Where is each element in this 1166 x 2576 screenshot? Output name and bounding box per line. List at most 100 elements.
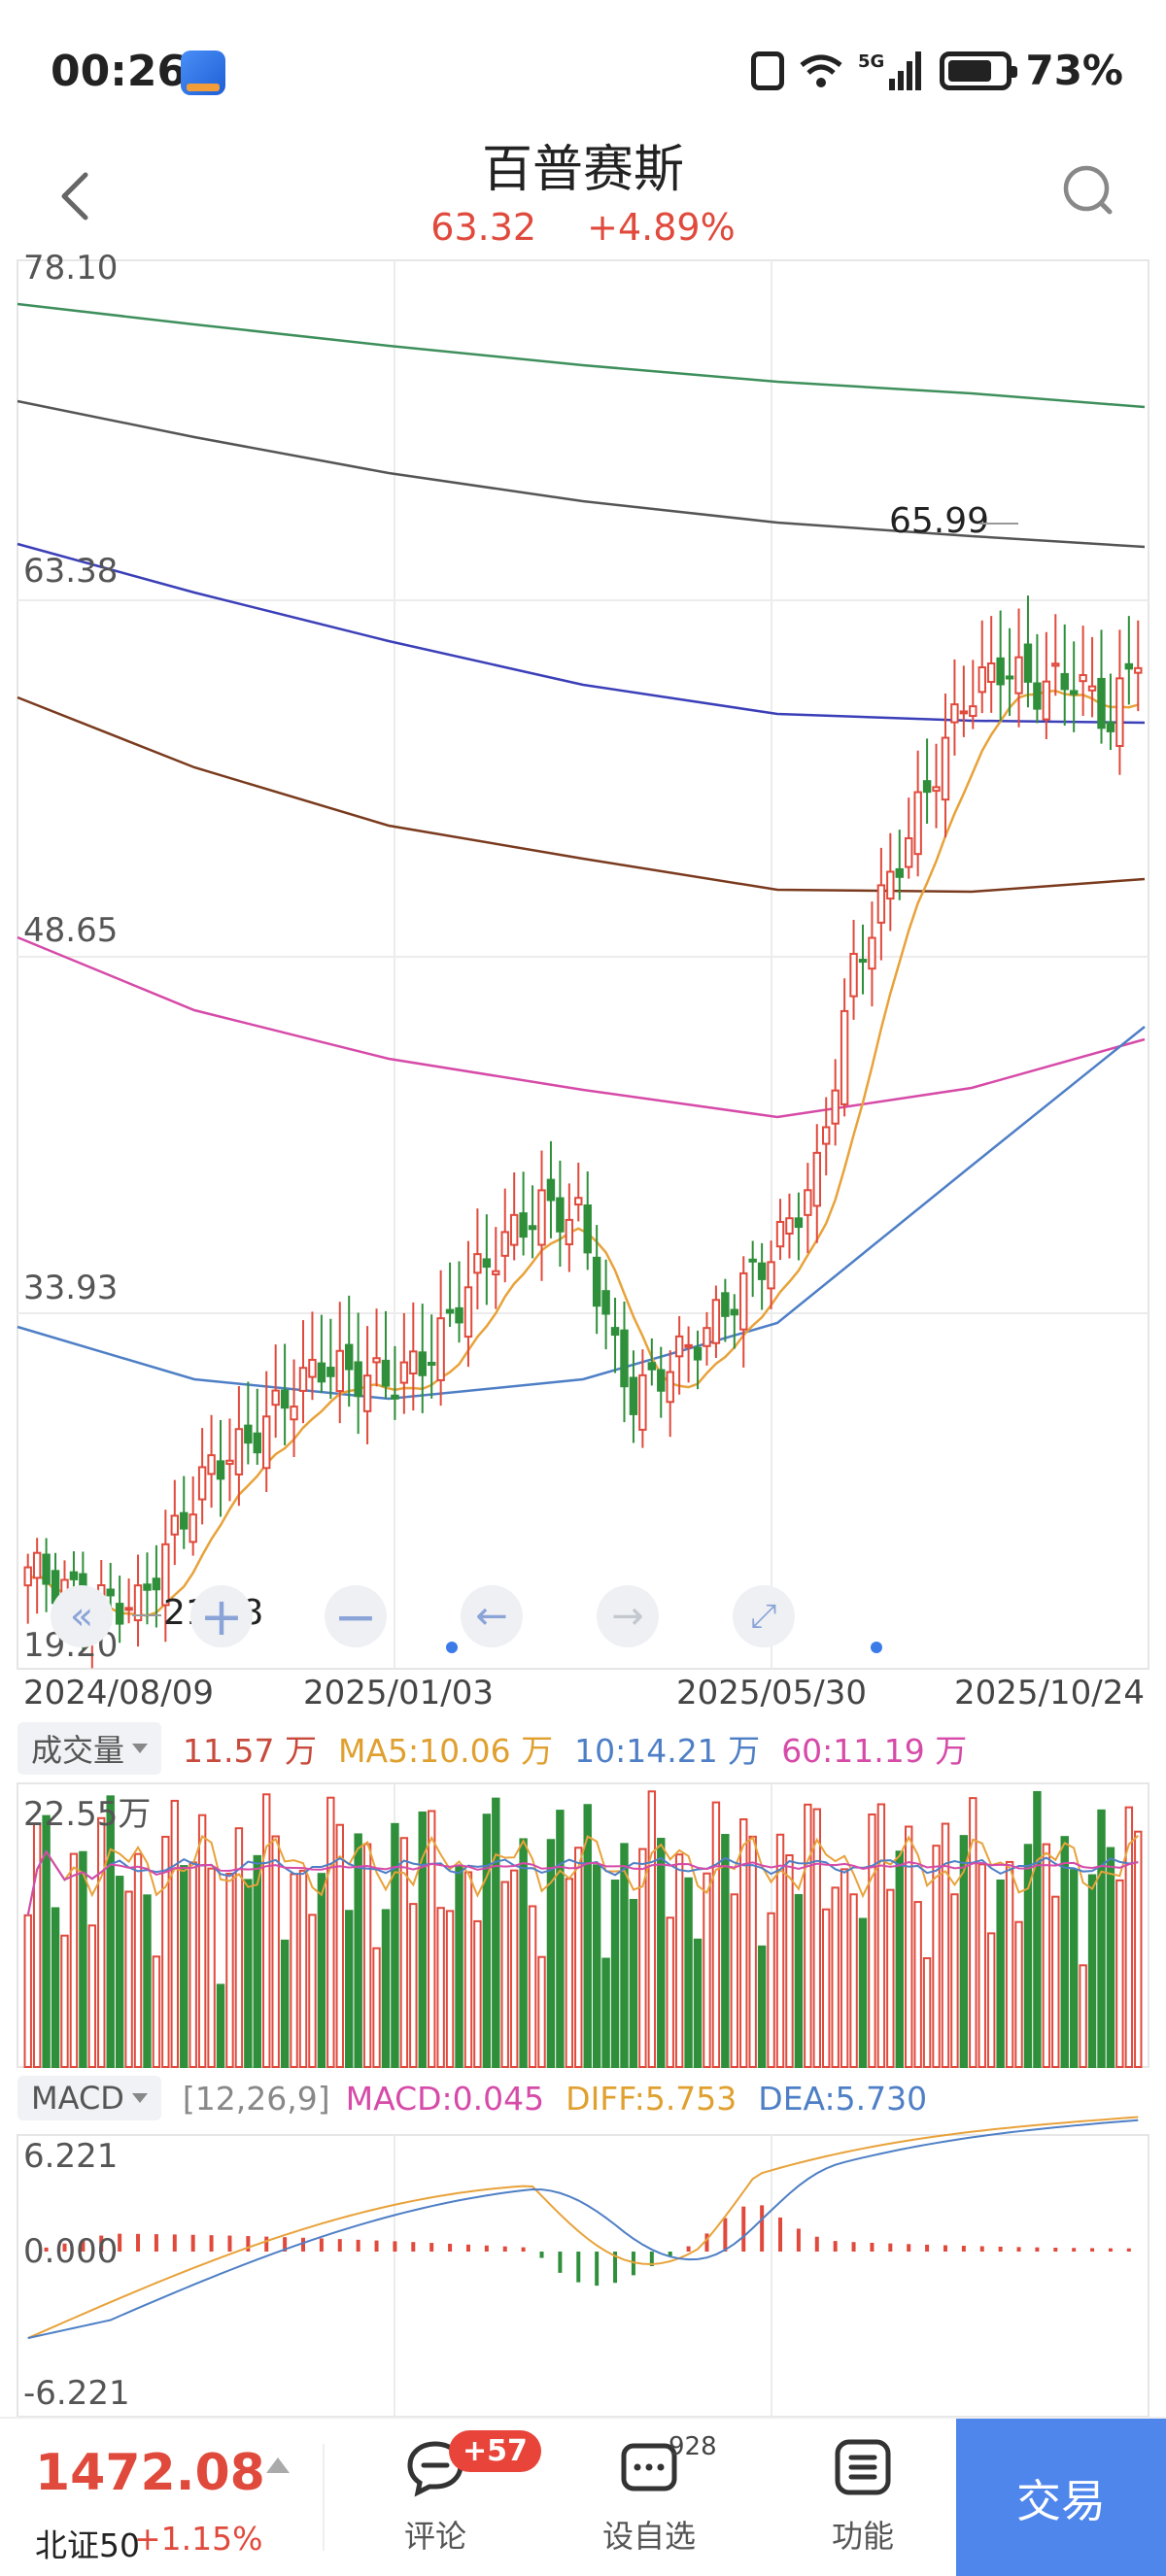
- volume-bar: [445, 1910, 455, 2068]
- candle-body: [244, 1424, 253, 1444]
- comment-badge: +57: [449, 2430, 541, 2472]
- ma-line: [17, 542, 1146, 725]
- volume-bar: [775, 1833, 785, 2069]
- volume-bar: [858, 1917, 868, 2068]
- volume-bar: [290, 1873, 298, 2068]
- search-button[interactable]: [1059, 161, 1117, 220]
- candle-body: [500, 1231, 509, 1257]
- add-watchlist-button[interactable]: 设自选: [581, 2436, 717, 2557]
- volume-ma-line: [26, 1834, 1139, 1915]
- date-axis-label: 2024/08/09: [23, 1674, 214, 1712]
- macd-dea: DEA:5.730: [758, 2079, 928, 2118]
- search-icon: [1063, 165, 1113, 215]
- index-value[interactable]: 1472.08: [35, 2444, 265, 2502]
- candle-body: [840, 1009, 849, 1105]
- candle-body: [216, 1460, 225, 1480]
- candle-body: [767, 1261, 775, 1290]
- volume-bar: [1087, 1874, 1097, 2069]
- volume-bar: [977, 1863, 986, 2069]
- volume-bar: [913, 1901, 922, 2069]
- macd-axis-label: -6.221: [23, 2374, 130, 2413]
- caret-down-icon: [132, 1744, 149, 1753]
- candle-body: [868, 936, 876, 970]
- volume-bar: [372, 1947, 381, 2069]
- volume-bar: [969, 1797, 977, 2069]
- page-title: 百普赛斯: [481, 141, 684, 199]
- volume-bar: [546, 1839, 556, 2068]
- price-axis-label: 78.10: [23, 249, 119, 288]
- back-button[interactable]: [47, 155, 105, 233]
- volume-bar: [730, 1893, 739, 2068]
- candle-body: [1042, 680, 1051, 721]
- volume-bar: [684, 1877, 693, 2068]
- volume-bar: [703, 1872, 711, 2068]
- candle-body: [463, 1286, 473, 1339]
- caret-up-icon[interactable]: [266, 2457, 290, 2473]
- minus-icon: −: [333, 1585, 378, 1647]
- function-label: 功能: [831, 2518, 894, 2555]
- volume-bar: [189, 1861, 197, 2068]
- volume-bar: [693, 1938, 703, 2068]
- status-bar: 00:26 5G 73%: [0, 0, 1166, 146]
- volume-bar: [308, 1914, 317, 2069]
- volume-bar: [42, 1814, 51, 2068]
- candle-body: [556, 1197, 565, 1233]
- candlesticks: [23, 595, 1143, 1669]
- function-button[interactable]: 功能: [795, 2436, 931, 2557]
- volume-bar: [473, 1919, 482, 2068]
- macd-indicator-selector[interactable]: MACD: [17, 2076, 161, 2120]
- candle-body: [1069, 690, 1079, 695]
- zoom-out-button[interactable]: −: [325, 1585, 387, 1647]
- candle-body: [482, 1258, 492, 1269]
- chart-marker-dot: [446, 1642, 458, 1653]
- candle-body: [849, 952, 858, 998]
- volume-bar: [87, 1924, 97, 2068]
- macd-axis-label: 0.000: [23, 2232, 119, 2271]
- volume-bar: [317, 1873, 326, 2068]
- volume-bar: [143, 1894, 152, 2068]
- volume-bar: [528, 1905, 537, 2068]
- candle-body: [326, 1367, 335, 1377]
- candle-body: [253, 1432, 261, 1454]
- price-axis-label: 48.65: [23, 911, 119, 950]
- volume-bar: [1005, 1860, 1014, 2069]
- volume-bar: [225, 1872, 234, 2068]
- index-name[interactable]: 北证50: [35, 2526, 140, 2564]
- comment-label: 评论: [403, 2518, 466, 2555]
- candle-body: [969, 705, 977, 718]
- candle-body: [822, 1126, 831, 1145]
- candle-body: [905, 836, 913, 868]
- fullscreen-button[interactable]: ⤢: [733, 1585, 795, 1647]
- volume-bar: [876, 1803, 886, 2068]
- volume-bar: [583, 1804, 592, 2068]
- candle-body: [574, 1197, 583, 1206]
- scroll-left-button[interactable]: ←: [461, 1585, 523, 1647]
- zoom-in-button[interactable]: +: [190, 1585, 253, 1647]
- current-price: 63.32: [430, 206, 537, 249]
- volume-bar: [895, 1850, 904, 2069]
- rewind-button[interactable]: «: [51, 1585, 113, 1647]
- scroll-right-button[interactable]: →: [597, 1585, 659, 1647]
- volume-panel-frame: [17, 1782, 1149, 2068]
- candle-body: [418, 1351, 427, 1376]
- candle-body: [225, 1459, 234, 1466]
- volume-bar: [60, 1934, 69, 2069]
- volume-bar: [922, 1957, 932, 2068]
- candle-body: [335, 1349, 344, 1393]
- trade-button[interactable]: 交易: [956, 2419, 1166, 2576]
- volume-bar: [69, 1852, 79, 2068]
- volume-bar: [767, 1912, 775, 2069]
- volume-bar: [941, 1822, 950, 2068]
- candle-body: [170, 1514, 180, 1536]
- candle-body: [666, 1371, 674, 1404]
- volume-bar: [932, 1845, 941, 2069]
- index-change[interactable]: +1.15%: [134, 2520, 263, 2558]
- macd-diff: DIFF:5.753: [566, 2079, 737, 2118]
- volume-indicator-name: 成交量: [31, 1732, 125, 1769]
- macd-lines: [27, 2116, 1139, 2340]
- kline-chart[interactable]: [0, 0, 1166, 2417]
- volume-bar: [565, 1878, 574, 2069]
- ma-line: [17, 695, 1146, 894]
- volume-indicator-selector[interactable]: 成交量: [17, 1722, 162, 1775]
- macd-params: [12,26,9]: [182, 2079, 330, 2118]
